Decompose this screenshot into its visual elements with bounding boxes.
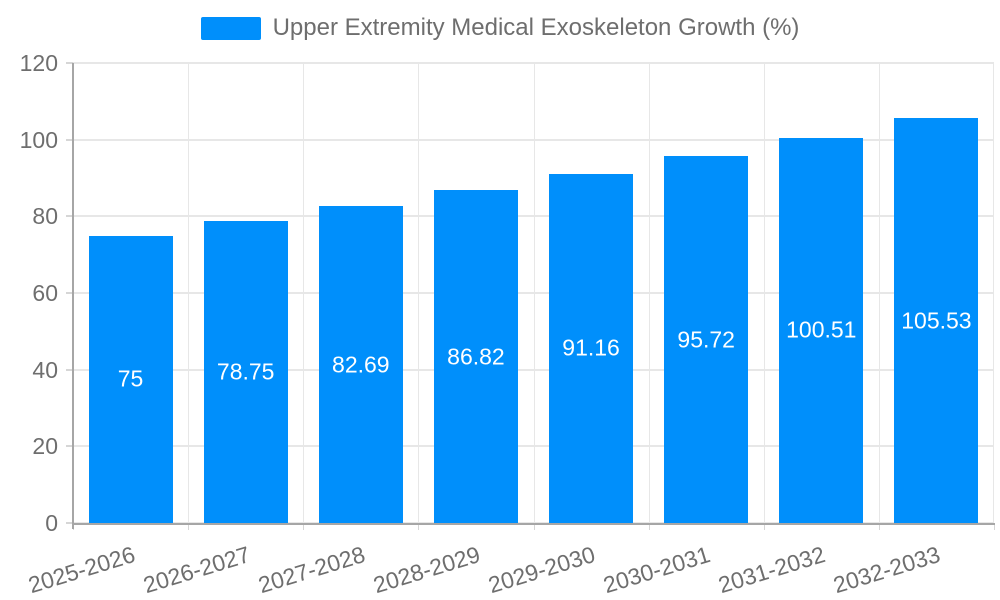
gridline-vertical [534,63,535,523]
bar[interactable]: 105.53 [894,118,979,523]
bar[interactable]: 100.51 [779,137,864,523]
gridline-horizontal [73,62,994,64]
y-axis-tick-label: 100 [19,126,58,153]
legend-swatch-icon [200,16,261,40]
x-axis-tick [648,523,650,530]
y-axis-tick [66,62,73,64]
x-axis-tick [994,523,995,530]
y-axis-tick [66,368,73,371]
y-axis-tick [66,138,73,141]
bar-value-label: 95.72 [677,326,735,353]
bar-value-label: 78.75 [216,358,275,385]
bar-value-label: 100.51 [786,316,857,343]
x-axis-line [72,523,995,525]
x-axis-tick [418,523,420,530]
x-axis-tick [878,523,880,530]
bar[interactable]: 95.72 [664,156,749,523]
bar-value-label: 91.16 [562,334,620,361]
y-axis-tick [66,292,73,294]
gridline-horizontal [73,445,994,448]
legend-item[interactable]: Upper Extremity Medical Exoskeleton Grow… [0,12,1000,44]
bar[interactable]: 78.75 [203,221,288,523]
y-axis-tick [66,215,73,218]
gridline-vertical [303,63,304,523]
bar[interactable]: 82.69 [318,206,403,523]
y-axis-tick-label: 0 [45,510,58,536]
gridline-vertical [188,63,189,523]
gridline-vertical [764,63,765,523]
gridline-horizontal [73,138,994,141]
gridline-horizontal [73,292,994,294]
plot-area: 75 78.75 82.69 86.82 91.16 95.72 100.51 105.53 [73,62,994,524]
bar-value-label: 86.82 [447,343,505,370]
gridline-vertical [993,63,994,523]
x-axis-tick [303,523,305,530]
y-axis-tick [66,522,73,524]
y-axis-tick-label: 120 [19,50,58,76]
gridline-horizontal [73,215,994,218]
x-axis-tick [188,523,190,530]
gridline-horizontal [73,368,994,371]
y-axis-line [72,63,74,529]
x-axis-tick [533,523,535,530]
y-axis-tick [66,445,73,448]
gridline-vertical [418,63,419,523]
gridline-vertical [649,63,650,523]
bar-value-label: 75 [117,365,144,392]
y-axis-tick-label: 40 [32,356,58,383]
bar-value-label: 82.69 [332,351,390,378]
y-axis-tick-label: 60 [32,280,58,306]
bar[interactable]: 75 [88,235,173,523]
x-axis-tick [763,523,765,530]
bar[interactable]: 91.16 [549,173,634,523]
bar-value-label: 105.53 [901,307,972,334]
gridline-vertical [879,63,880,523]
bar[interactable]: 86.82 [433,190,518,523]
y-axis-tick-label: 80 [32,203,58,230]
legend-label: Upper Extremity Medical Exoskeleton Grow… [272,14,800,41]
y-axis-tick-label: 20 [32,433,58,460]
